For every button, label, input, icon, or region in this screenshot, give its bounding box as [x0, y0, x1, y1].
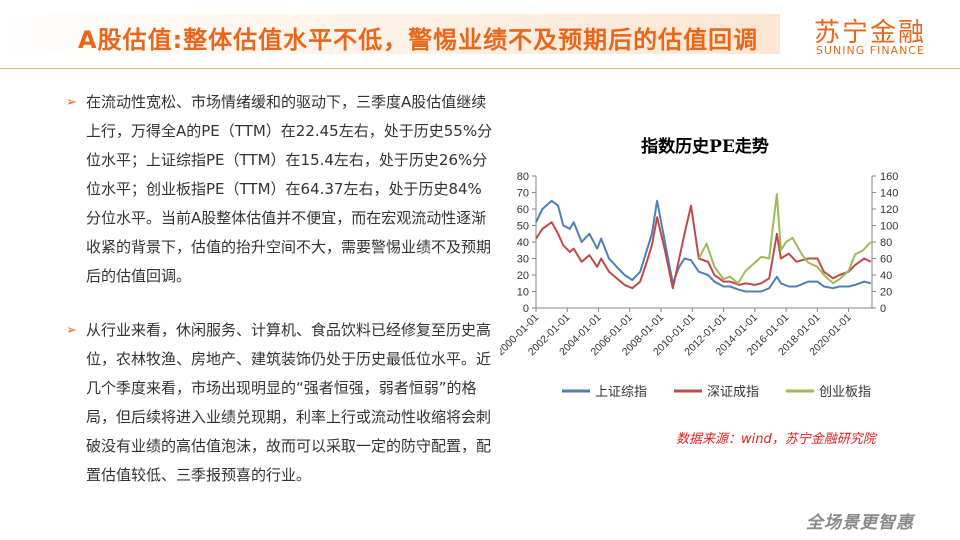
footer-slogan: 全场景更智惠 — [806, 513, 914, 533]
series-line-1 — [535, 199, 872, 293]
bullet-text: 从行业来看，休闲服务、计算机、食品饮料已经修复至历史高位，农林牧渔、房地产、建筑… — [86, 321, 492, 484]
y-left-tick-label: 0 — [523, 303, 529, 315]
y-left-tick-label: 40 — [517, 237, 529, 249]
pe-history-chart: 0102030405060708002040608010012014016020… — [500, 171, 898, 400]
bullet-paragraph-valuation: ➢ 在流动性宽松、市场情绪缓和的驱动下，三季度A股估值继续上行，万得全A的PE（… — [66, 88, 496, 291]
legend-label-1: 上证综指 — [595, 385, 647, 400]
logo-chinese: 苏宁金融 — [814, 18, 927, 48]
arrow-bullet-icon: ➢ — [66, 95, 77, 110]
series-line-2 — [535, 204, 872, 290]
y-right-tick-label: 80 — [880, 237, 892, 249]
y-left-tick-label: 30 — [517, 254, 529, 266]
bullet-text: 在流动性宽松、市场情绪缓和的驱动下，三季度A股估值继续上行，万得全A的PE（TT… — [86, 93, 493, 285]
chart-legend: 上证综指 深证成指 创业板指 — [562, 385, 871, 400]
y-right-tick-label: 20 — [880, 287, 892, 299]
brand-logo: 苏宁金融 SUNING FINANCE — [812, 12, 942, 60]
y-left-tick-label: 80 — [517, 171, 529, 183]
chart-series-layer — [535, 193, 872, 293]
title-band — [0, 14, 780, 54]
y-right-tick-label: 160 — [880, 171, 898, 183]
header-divider — [0, 68, 960, 69]
data-source-note: 数据来源：wind，苏宁金融研究院 — [676, 432, 876, 447]
y-right-tick-label: 120 — [880, 204, 898, 216]
logo-english: SUNING FINANCE — [816, 44, 925, 57]
chart-axes: 0102030405060708002040608010012014016020… — [500, 171, 898, 358]
legend-label-2: 深证成指 — [707, 385, 759, 400]
bullet-paragraph-industry: ➢ 从行业来看，休闲服务、计算机、食品饮料已经修复至历史高位，农林牧渔、房地产、… — [66, 316, 496, 490]
y-right-tick-label: 0 — [880, 303, 886, 315]
y-right-tick-label: 60 — [880, 254, 892, 266]
y-right-tick-label: 40 — [880, 270, 892, 282]
series-line-3 — [697, 193, 872, 285]
y-left-tick-label: 50 — [517, 221, 529, 233]
y-left-tick-label: 70 — [517, 188, 529, 200]
y-left-tick-label: 60 — [517, 204, 529, 216]
y-left-tick-label: 20 — [517, 270, 529, 282]
header: A股估值:整体估值水平不低，警惕业绩不及预期后的估值回调 苏宁金融 SUNING… — [0, 0, 960, 68]
legend-label-3: 创业板指 — [819, 385, 871, 400]
y-left-tick-label: 10 — [517, 287, 529, 299]
y-right-tick-label: 100 — [880, 221, 898, 233]
chart-title: 指数历史PE走势 — [641, 137, 769, 157]
arrow-bullet-icon: ➢ — [66, 323, 77, 338]
page-title: A股估值:整体估值水平不低，警惕业绩不及预期后的估值回调 — [78, 26, 759, 54]
y-right-tick-label: 140 — [880, 188, 898, 200]
